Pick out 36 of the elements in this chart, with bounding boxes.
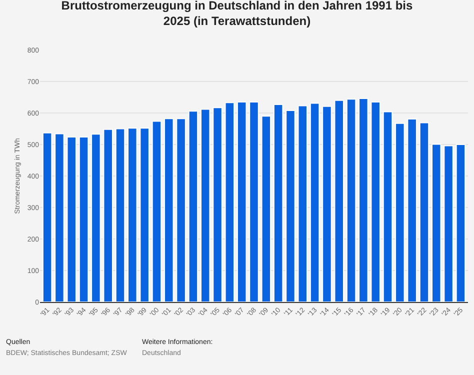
bar <box>115 128 126 302</box>
bar <box>407 118 417 302</box>
bar <box>273 104 284 302</box>
bar <box>164 118 174 302</box>
bar <box>91 134 101 302</box>
bar <box>176 118 186 302</box>
bar <box>200 108 210 302</box>
bar <box>298 105 308 302</box>
bar <box>395 122 405 302</box>
bar <box>224 102 235 302</box>
bar <box>66 136 76 302</box>
bar <box>382 111 393 302</box>
bar <box>212 107 222 302</box>
bar <box>346 98 356 302</box>
bar <box>78 136 89 302</box>
bar <box>188 110 198 302</box>
bar <box>249 101 259 302</box>
bar <box>334 100 344 302</box>
bar <box>419 122 430 302</box>
bar <box>152 120 162 302</box>
bar <box>42 132 52 302</box>
bar <box>140 128 150 302</box>
bar <box>103 128 113 302</box>
bar <box>54 133 64 302</box>
chart-title: Bruttostromerzeugung in Deutschland in den Jahren 1991 bis 2025 (in Terawattstunden) <box>61 0 414 28</box>
bar <box>456 144 466 302</box>
bar <box>358 98 368 302</box>
bar <box>322 106 332 302</box>
bar <box>432 144 442 302</box>
bar <box>128 128 138 302</box>
bar <box>236 101 247 302</box>
bar <box>370 101 380 302</box>
bar <box>261 116 272 302</box>
bar <box>286 110 296 302</box>
bar <box>444 145 454 302</box>
bar <box>310 102 320 302</box>
